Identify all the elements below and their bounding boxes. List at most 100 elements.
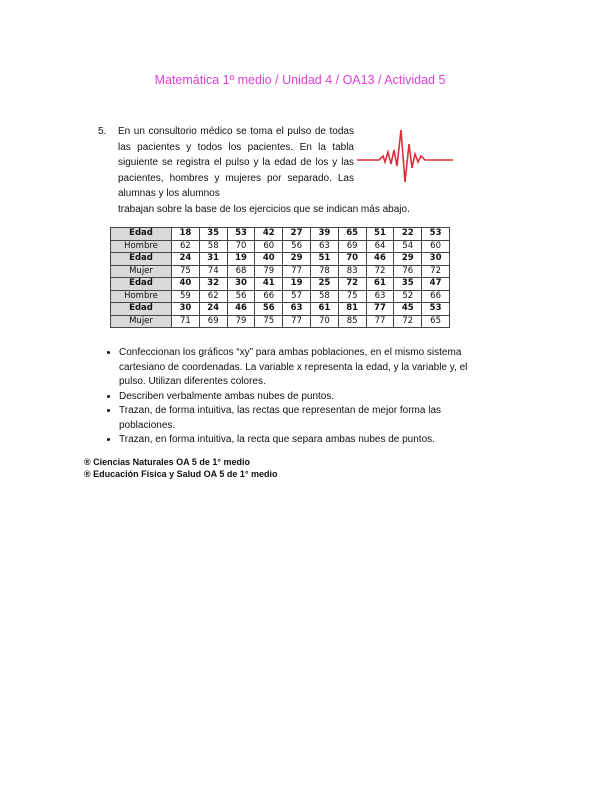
row-label: Edad (110, 277, 172, 291)
table-cell: 61 (365, 277, 395, 291)
table-cell: 53 (421, 227, 450, 241)
table-cell: 71 (171, 314, 200, 328)
table-cell: 46 (365, 252, 395, 266)
table-row: Edad 18 35 53 42 27 39 65 51 22 53 (110, 227, 450, 241)
table-cell: 63 (365, 289, 395, 303)
task-list: Confeccionan los gráficos “xy” para amba… (100, 346, 469, 448)
table-cell: 76 (393, 264, 423, 278)
table-cell: 62 (198, 289, 228, 303)
row-label: Mujer (110, 264, 172, 278)
table-cell: 70 (226, 239, 256, 253)
row-label: Edad (110, 227, 172, 241)
table-cell: 31 (198, 252, 228, 266)
table-cell: 45 (393, 302, 423, 316)
table-cell: 41 (254, 277, 284, 291)
table-cell: 30 (226, 277, 256, 291)
page-title: Matemática 1º medio / Unidad 4 / OA13 / … (154, 73, 446, 87)
row-label: Hombre (110, 289, 172, 303)
table-cell: 75 (337, 289, 367, 303)
table-cell: 58 (198, 239, 228, 253)
table-cell: 30 (171, 302, 200, 316)
table-cell: 77 (365, 314, 395, 328)
table-cell: 69 (198, 314, 228, 328)
table-cell: 60 (254, 239, 284, 253)
row-label: Edad (110, 302, 172, 316)
table-cell: 53 (421, 302, 450, 316)
table-cell: 51 (309, 252, 339, 266)
table-cell: 64 (365, 239, 395, 253)
task-item: Trazan, en forma intuitiva, la recta que… (119, 433, 469, 448)
table-cell: 70 (309, 314, 339, 328)
table-row: Hombre 59 62 56 66 57 58 75 63 52 66 (110, 289, 450, 303)
table-cell: 63 (309, 239, 339, 253)
table-cell: 74 (198, 264, 228, 278)
question: 5. En un consultorio médico se toma el p… (98, 124, 460, 217)
table-cell: 60 (421, 239, 450, 253)
table-cell: 27 (282, 227, 311, 241)
task-item: Trazan, de forma intuitiva, las rectas q… (119, 404, 469, 433)
table-cell: 25 (309, 277, 339, 291)
table-cell: 61 (309, 302, 339, 316)
table-cell: 72 (365, 264, 395, 278)
table-cell: 52 (393, 289, 423, 303)
table-cell: 40 (171, 277, 200, 291)
table-cell: 85 (337, 314, 367, 328)
table-cell: 46 (226, 302, 256, 316)
table-cell: 30 (421, 252, 450, 266)
table-cell: 24 (198, 302, 228, 316)
table-cell: 79 (226, 314, 256, 328)
table-cell: 81 (337, 302, 367, 316)
question-text-end: trabajan sobre la base de los ejercicios… (118, 203, 410, 215)
table-cell: 65 (421, 314, 450, 328)
table-cell: 78 (309, 264, 339, 278)
table-cell: 69 (337, 239, 367, 253)
table-row: Edad 40 32 30 41 19 25 72 61 35 47 (110, 277, 450, 291)
data-table: Edad 18 35 53 42 27 39 65 51 22 53 Hombre 62 58 70 60 56… (110, 227, 450, 328)
table-cell: 75 (254, 314, 284, 328)
table-cell: 35 (393, 277, 423, 291)
table-row: Mujer 71 69 79 75 77 70 85 77 72 65 (110, 314, 450, 328)
heartbeat-pulse-icon (357, 129, 453, 183)
row-label: Mujer (110, 314, 172, 328)
table-row: Hombre 62 58 70 60 56 63 69 64 54 60 (110, 239, 450, 253)
table-cell: 32 (198, 277, 228, 291)
table-cell: 47 (421, 277, 450, 291)
table-cell: 57 (282, 289, 311, 303)
table-cell: 75 (171, 264, 200, 278)
table-cell: 66 (421, 289, 450, 303)
table-cell: 70 (337, 252, 367, 266)
table-cell: 68 (226, 264, 256, 278)
task-item: Describen verbalmente ambas nubes de pun… (119, 390, 469, 405)
table-cell: 22 (393, 227, 423, 241)
table-cell: 39 (309, 227, 339, 241)
table-cell: 56 (254, 302, 284, 316)
row-label: Edad (110, 252, 172, 266)
task-item: Confeccionan los gráficos “xy” para amba… (119, 346, 469, 390)
table-cell: 77 (365, 302, 395, 316)
reference-ciencias: ® Ciencias Naturales OA 5 de 1° medio (84, 456, 250, 467)
table-cell: 40 (254, 252, 284, 266)
table-cell: 72 (421, 264, 450, 278)
table-row: Edad 30 24 46 56 63 61 81 77 45 53 (110, 302, 450, 316)
table-cell: 58 (309, 289, 339, 303)
table-cell: 83 (337, 264, 367, 278)
content: 5. En un consultorio médico se toma el p… (84, 88, 467, 481)
table-row: Edad 24 31 19 40 29 51 70 46 29 30 (110, 252, 450, 266)
table-cell: 56 (282, 239, 311, 253)
table-cell: 19 (282, 277, 311, 291)
table-cell: 63 (282, 302, 311, 316)
table-cell: 29 (282, 252, 311, 266)
table-cell: 51 (365, 227, 395, 241)
table-cell: 42 (254, 227, 284, 241)
table-cell: 24 (171, 252, 200, 266)
table-cell: 79 (254, 264, 284, 278)
references: ® Ciencias Naturales OA 5 de 1° medio ® … (84, 456, 460, 481)
table-cell: 56 (226, 289, 256, 303)
table-cell: 72 (393, 314, 423, 328)
table-cell: 54 (393, 239, 423, 253)
row-label: Hombre (110, 239, 172, 253)
table-cell: 53 (226, 227, 256, 241)
table-cell: 72 (337, 277, 367, 291)
question-text: En un consultorio médico se toma el puls… (118, 126, 354, 199)
question-number: 5. (98, 126, 107, 137)
